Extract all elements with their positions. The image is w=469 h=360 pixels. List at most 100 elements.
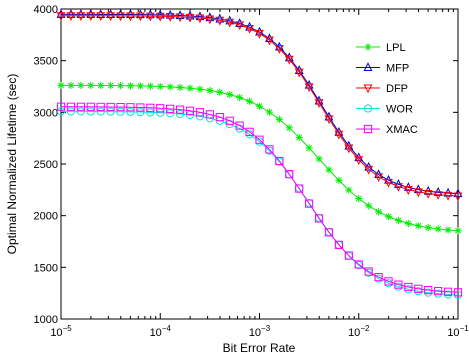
data-point-xmac	[225, 116, 234, 125]
data-point-dfp	[165, 13, 175, 22]
data-point-lpl	[126, 82, 135, 90]
data-point-dfp	[394, 183, 403, 192]
data-point-lpl	[375, 208, 383, 216]
data-point-xmac	[384, 277, 393, 286]
data-point-xmac	[434, 286, 443, 296]
data-point-lpl	[136, 82, 144, 90]
data-point-xmac	[195, 108, 205, 117]
data-point-xmac	[265, 145, 274, 154]
data-point-dfp	[274, 45, 284, 54]
data-point-dfp	[284, 55, 294, 65]
legend-item-lpl: LPL	[356, 42, 406, 54]
data-point-xmac	[354, 260, 363, 269]
data-point-mfp	[106, 9, 116, 18]
data-point-mfp	[235, 18, 245, 27]
legend-label-mfp: MFP	[386, 63, 409, 75]
data-point-xmac	[96, 102, 105, 111]
data-point-dfp	[195, 14, 205, 24]
data-point-lpl	[186, 84, 194, 92]
data-point-lpl	[67, 81, 75, 89]
data-point-dfp	[384, 178, 393, 188]
data-point-xmac	[245, 127, 254, 136]
data-point-lpl	[146, 82, 154, 90]
data-point-lpl	[166, 83, 174, 91]
data-point-lpl	[245, 97, 254, 105]
legend-item-xmac: XMAC	[356, 124, 418, 136]
data-point-xmac	[344, 251, 353, 260]
data-point-xmac	[364, 267, 373, 276]
data-point-dfp	[334, 130, 344, 140]
data-point-mfp	[185, 10, 195, 20]
data-point-dfp	[453, 192, 463, 202]
legend-item-dfp: DFP	[356, 83, 408, 95]
data-point-dfp	[245, 24, 254, 34]
data-point-dfp	[96, 12, 106, 22]
data-point-mfp	[76, 9, 86, 18]
data-point-lpl	[285, 124, 293, 132]
data-point-dfp	[175, 13, 185, 23]
data-point-dfp	[423, 189, 433, 199]
data-point-mfp	[245, 21, 254, 31]
data-point-xmac	[56, 102, 66, 111]
data-point-lpl	[444, 226, 452, 234]
data-point-xmac	[166, 104, 175, 113]
data-point-dfp	[255, 29, 264, 39]
data-point-dfp	[265, 36, 274, 46]
x-tick-label: 10−1	[447, 324, 469, 339]
data-point-dfp	[185, 13, 195, 23]
data-point-xmac	[275, 156, 284, 166]
data-point-dfp	[126, 12, 135, 22]
data-point-lpl	[394, 216, 403, 225]
data-point-lpl	[216, 88, 224, 96]
data-point-xmac	[176, 105, 185, 114]
data-point-dfp	[135, 12, 145, 22]
x-axis-label: Bit Error Rate	[223, 341, 296, 355]
y-tick-label: 2500	[34, 159, 58, 171]
data-point-dfp	[215, 16, 225, 26]
data-point-dfp	[76, 12, 86, 22]
data-point-wor	[76, 107, 85, 116]
data-point-mfp	[255, 26, 264, 36]
data-point-lpl	[57, 81, 65, 89]
data-point-xmac	[324, 228, 334, 237]
data-point-xmac	[374, 273, 383, 282]
legend-label-dfp: DFP	[386, 83, 408, 95]
data-point-lpl	[196, 85, 204, 93]
data-point-xmac	[305, 199, 314, 208]
data-point-lpl	[315, 155, 323, 163]
data-point-xmac	[414, 284, 423, 293]
x-tick-label: 10−4	[150, 324, 172, 339]
legend-label-wor: WOR	[386, 104, 413, 116]
data-point-dfp	[344, 144, 354, 154]
legend-marker-dfp	[363, 84, 373, 94]
data-point-dfp	[235, 21, 245, 31]
series-lpl	[57, 81, 462, 235]
data-point-xmac	[126, 103, 135, 112]
data-point-wor	[185, 110, 195, 120]
legend-marker-xmac	[363, 124, 373, 134]
data-point-xmac	[443, 287, 453, 296]
data-point-mfp	[56, 9, 66, 18]
data-point-lpl	[295, 133, 303, 142]
data-point-xmac	[334, 240, 343, 249]
data-point-lpl	[206, 86, 214, 95]
data-point-dfp	[403, 186, 413, 195]
data-point-lpl	[355, 194, 363, 203]
data-point-xmac	[76, 102, 85, 111]
data-point-dfp	[116, 12, 125, 22]
data-point-lpl	[384, 213, 393, 221]
data-point-wor	[156, 108, 165, 117]
legend-item-wor: WOR	[356, 104, 413, 116]
data-point-xmac	[146, 103, 155, 112]
data-point-dfp	[324, 115, 334, 125]
data-point-wor	[86, 107, 95, 116]
data-point-dfp	[106, 12, 116, 22]
axis-ticks: 1000 1500 2000 2500 3000 3500 4000 10−5 10−4 10−3…	[34, 4, 469, 339]
data-point-xmac	[255, 135, 264, 144]
y-axis-label: Optimal Normalized Lifetime (sec)	[5, 74, 19, 255]
data-point-lpl	[365, 202, 373, 210]
data-point-dfp	[374, 173, 384, 183]
data-point-xmac	[394, 280, 403, 289]
data-point-mfp	[215, 13, 225, 23]
x-tick-label: 10−2	[348, 324, 370, 339]
